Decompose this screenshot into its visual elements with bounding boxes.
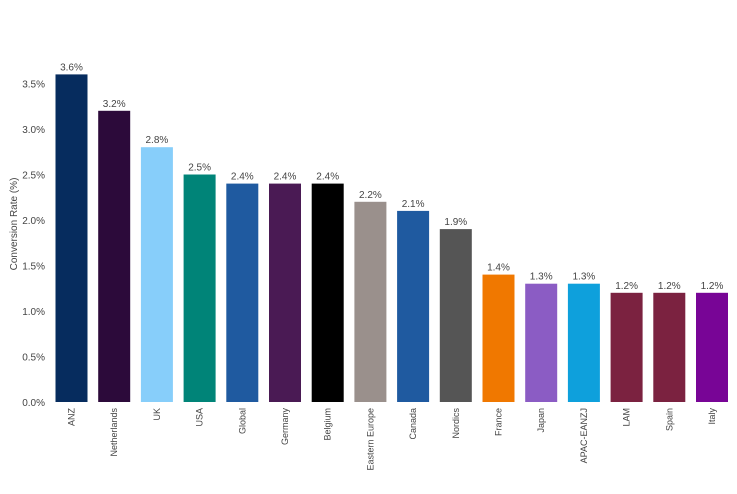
data-label: 2.4% [274,172,297,183]
bar-netherlands [98,110,131,403]
bar-uk [140,147,173,402]
bar-anz [55,74,88,403]
data-label: 1.4% [487,263,510,274]
data-label: 2.2% [359,190,382,201]
data-label: 1.2% [615,281,638,292]
data-label: 1.2% [701,281,724,292]
bar-global [226,183,259,402]
bar-japan [525,283,558,402]
y-tick-label: 3.0% [22,125,45,136]
y-tick-label: 2.0% [22,216,45,227]
y-axis: 0.0% 0.5% 1.0% 1.5% 2.0% 2.5% 3.0% 3.5% [22,80,45,410]
bar-spain [653,292,686,402]
data-label: 2.4% [316,172,339,183]
y-tick-label: 1.5% [22,262,45,273]
bar-eastern-europe [354,201,387,402]
bars [55,74,728,403]
y-axis-title: Conversion Rate (%) [9,178,20,271]
x-tick-label: LAM [622,408,632,427]
data-label: 2.8% [146,135,169,146]
x-tick-label: Canada [408,408,418,440]
y-tick-label: 2.5% [22,171,45,182]
y-tick-label: 0.0% [22,398,45,409]
data-label: 3.6% [60,62,83,73]
y-tick-label: 0.5% [22,353,45,364]
y-tick-label: 1.0% [22,307,45,318]
y-tick-label: 3.5% [22,80,45,91]
x-tick-label: UK [152,408,162,421]
x-tick-label: France [494,408,504,436]
data-label: 1.9% [444,217,467,228]
x-tick-label: Belgium [323,408,333,441]
x-tick-label: Germany [280,408,290,446]
x-tick-label: Nordics [451,408,461,439]
x-tick-label: USA [195,408,205,427]
x-tick-label: Italy [707,408,717,425]
x-tick-label: APAC-EANZJ [579,408,589,463]
x-tick-label: Eastern Europe [365,408,375,471]
bar-france [482,274,515,402]
data-labels: 3.6% 3.2% 2.8% 2.5% 2.4% 2.4% 2.4% 2.2% 2.1% 1.9%… [60,62,723,291]
data-label: 1.2% [658,281,681,292]
bar-apac-eanzj [567,283,600,402]
x-axis: ANZ Netherlands UK USA Global Germany Belgium E… [67,407,718,470]
bar-canada [397,210,430,402]
bar-germany [269,183,301,402]
x-tick-label: Japan [536,408,546,433]
bar-belgium [311,183,344,402]
bar-usa [183,174,216,402]
data-label: 1.3% [573,272,596,283]
data-label: 3.2% [103,99,126,110]
data-label: 2.5% [188,163,211,174]
x-tick-label: Spain [664,408,674,431]
bar-lam [610,292,643,402]
bar-nordics [439,229,472,402]
bar-italy [696,292,728,402]
x-tick-label: ANZ [67,407,77,426]
x-tick-label: Global [237,408,247,434]
data-label: 2.4% [231,172,254,183]
x-tick-label: Netherlands [109,408,119,457]
data-label: 1.3% [530,272,553,283]
data-label: 2.1% [402,199,425,210]
